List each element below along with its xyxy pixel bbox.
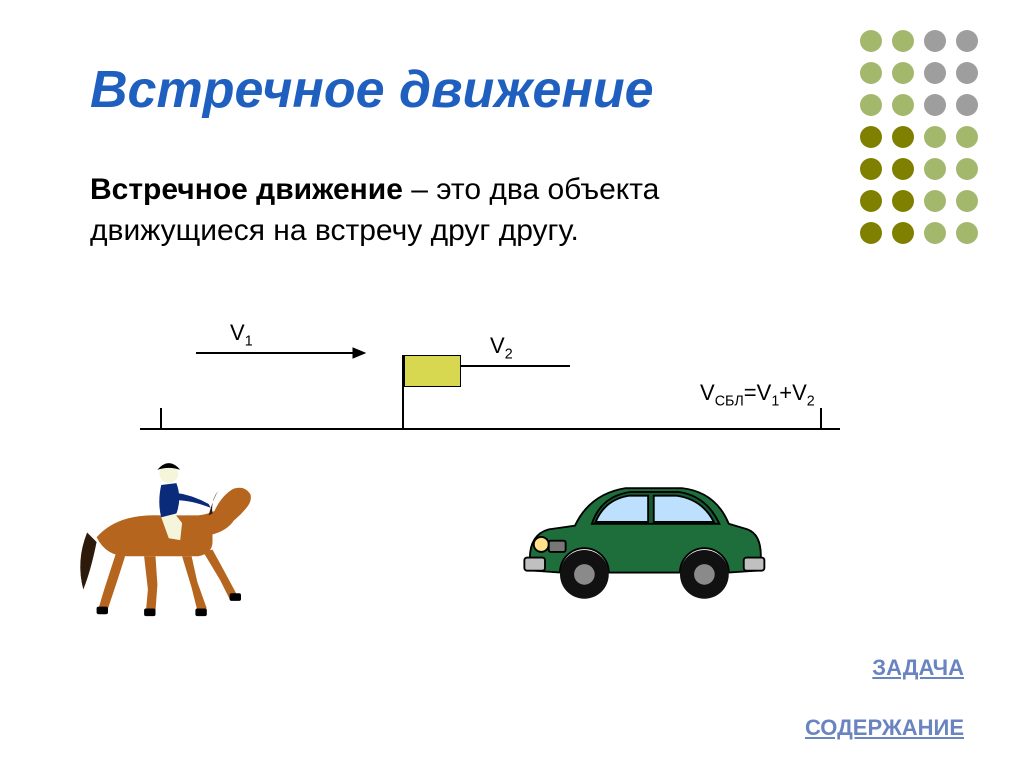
description-bold: Встречное движение bbox=[90, 173, 403, 206]
slide: Встречное движение Встречное движение – … bbox=[0, 0, 1024, 768]
car-icon bbox=[505, 460, 780, 610]
dot bbox=[892, 62, 914, 84]
flag-rect bbox=[404, 355, 461, 387]
dot bbox=[892, 222, 914, 244]
task-link[interactable]: ЗАДАЧА bbox=[872, 655, 964, 681]
description-text: Встречное движение – это два объекта дви… bbox=[90, 170, 824, 251]
dot bbox=[860, 222, 882, 244]
decorative-dot-grid bbox=[860, 30, 984, 250]
dot bbox=[956, 62, 978, 84]
dot bbox=[892, 126, 914, 148]
dot bbox=[892, 94, 914, 116]
dot bbox=[956, 222, 978, 244]
dot bbox=[924, 126, 946, 148]
closing-speed-formula: VСБЛ=V1+V2 bbox=[700, 380, 815, 409]
dot bbox=[956, 94, 978, 116]
dot bbox=[956, 126, 978, 148]
dot bbox=[956, 190, 978, 212]
dot bbox=[924, 94, 946, 116]
page-title: Встречное движение bbox=[90, 60, 654, 120]
contents-link[interactable]: СОДЕРЖАНИЕ bbox=[805, 715, 964, 741]
dot bbox=[860, 126, 882, 148]
motion-diagram: V1 V2 VСБЛ=V1+V2 bbox=[140, 320, 840, 460]
dot bbox=[956, 158, 978, 180]
dot bbox=[860, 190, 882, 212]
dot bbox=[924, 190, 946, 212]
dot bbox=[860, 30, 882, 52]
dot bbox=[860, 94, 882, 116]
dot bbox=[956, 30, 978, 52]
dot bbox=[892, 30, 914, 52]
dot bbox=[924, 222, 946, 244]
dot bbox=[892, 190, 914, 212]
dot bbox=[860, 62, 882, 84]
dot bbox=[860, 158, 882, 180]
dot bbox=[924, 158, 946, 180]
dot bbox=[892, 158, 914, 180]
dot bbox=[924, 62, 946, 84]
dot bbox=[924, 30, 946, 52]
horse-rider-icon bbox=[70, 445, 260, 620]
